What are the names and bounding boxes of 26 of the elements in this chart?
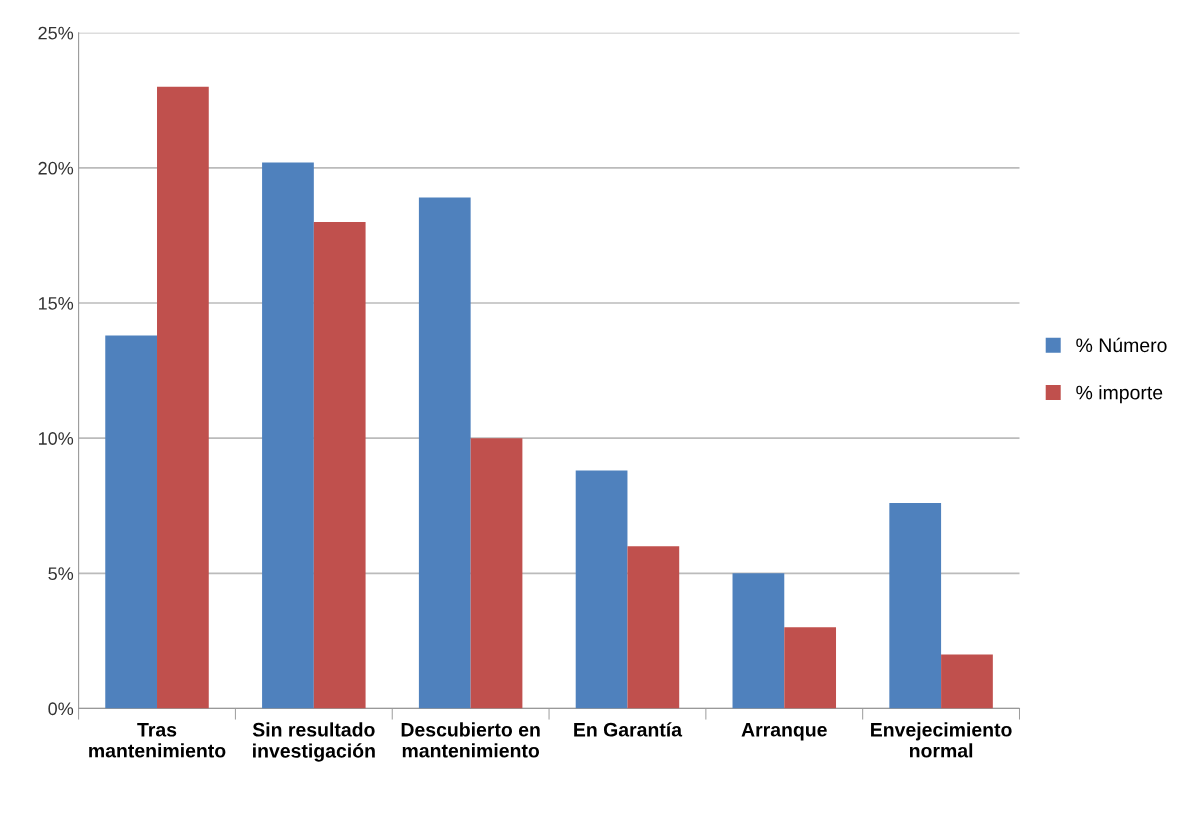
bar [418,197,471,709]
legend-label: % importe [1076,385,1163,404]
y-tick-label: 5% [48,567,74,581]
x-tick-label: Sin resultado investigación [252,722,375,762]
legend-label: % Número [1076,337,1167,353]
bar [784,627,837,709]
bar [262,162,314,709]
y-tick-label: 15% [38,297,74,310]
bar [889,503,942,709]
y-tick-label: 0% [48,702,74,716]
x-tick-label: Envejecimiento normal [871,722,1012,758]
y-tick-label: 10% [38,432,74,445]
bar [575,470,628,709]
y-tick-label: 20% [38,161,74,175]
x-tick-label: En Garantía [574,722,683,737]
x-tick-label: Tras mantenimiento [89,723,226,758]
bar [157,86,209,709]
bar [732,573,785,709]
x-tick-label: Descubierto en mantenimiento [401,722,540,758]
bar [941,654,993,709]
y-tick-label: 25% [38,26,74,40]
bar [313,221,366,709]
bar [470,438,523,709]
x-tick-label: Arranque [741,723,827,741]
bar [105,335,158,709]
bar [627,546,680,709]
